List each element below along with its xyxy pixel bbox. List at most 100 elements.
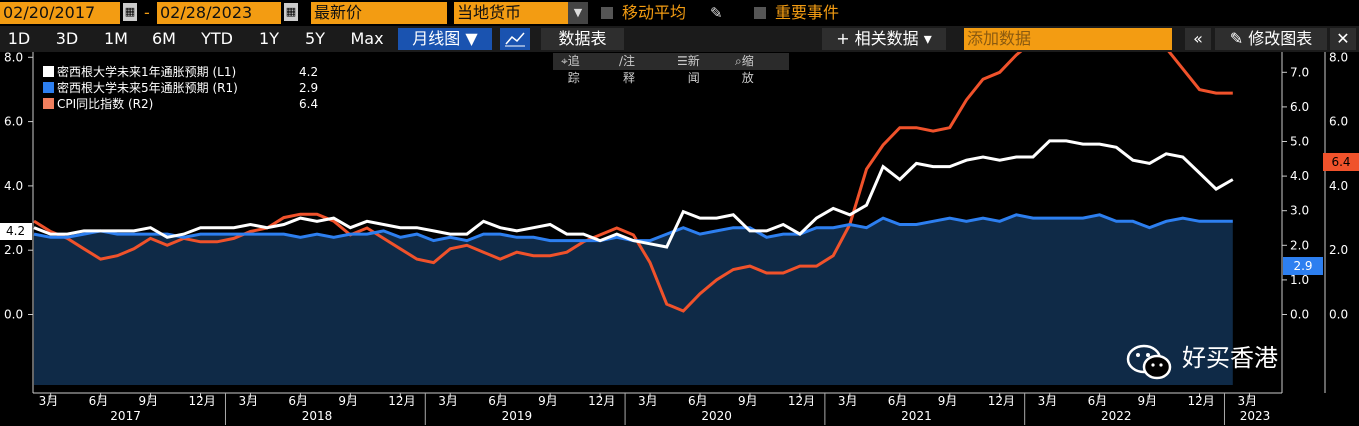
legend-swatch <box>43 98 54 109</box>
x-year-label: 2017 <box>110 409 141 423</box>
events-checkbox[interactable] <box>754 7 766 19</box>
range-tab-3d[interactable]: 3D <box>55 29 79 48</box>
data-table-button[interactable]: 数据表 <box>541 28 624 50</box>
moving-average-label: 移动平均 <box>622 3 687 22</box>
x-tick-label: 9月 <box>538 394 558 408</box>
y-tick-label-r2: 3.0 <box>1290 204 1309 218</box>
y-tick-label-r2: 7.0 <box>1290 65 1309 79</box>
y-tick-label-left: 2.0 <box>4 243 23 257</box>
range-tab-1m[interactable]: 1M <box>104 29 128 48</box>
y-tick-label-r2: 5.0 <box>1290 135 1309 149</box>
range-tab-6m[interactable]: 6M <box>152 29 176 48</box>
y-tick-label-r1: 8.0 <box>1329 52 1348 64</box>
y-tick-label-left: 0.0 <box>4 308 23 322</box>
x-tick-label: 12月 <box>1188 394 1215 408</box>
zoom-label: 缩放 <box>741 54 754 85</box>
last-value-tag-left: 4.2 <box>0 223 32 240</box>
x-tick-label: 6月 <box>688 394 708 408</box>
chart-style-dropdown[interactable]: 月线图 ▼ <box>398 28 492 50</box>
x-tick-label: 9月 <box>1138 394 1158 408</box>
x-year-label: 2018 <box>302 409 333 423</box>
range-tab-1d[interactable]: 1D <box>7 29 31 48</box>
legend-label: CPI同比指数 (R2) <box>57 97 154 111</box>
pencil-icon[interactable]: ✎ <box>710 4 723 22</box>
legend-item-cpi[interactable]: CPI同比指数 (R2) <box>43 96 153 112</box>
chevron-down-icon[interactable]: ▼ <box>568 2 588 24</box>
legend-label: 密西根大学未来5年通胀预期 (R1) <box>57 81 238 95</box>
x-tick-label: 6月 <box>288 394 308 408</box>
annotate-tool[interactable]: ∕ 注释 <box>619 54 636 85</box>
legend-value: 6.4 <box>299 97 319 111</box>
moving-average-checkbox[interactable] <box>601 7 613 19</box>
last-value-tag-5yr: 2.9 <box>1283 257 1323 275</box>
date-separator: - <box>144 3 150 22</box>
chart-canvas: 0.0 2.0 4.0 6.0 8.0 0.0 2.0 4.0 6.0 8.0 0.0 1.0 2.0 3… <box>4 52 1348 425</box>
x-tick-label: 12月 <box>988 394 1015 408</box>
edit-chart-label: 修改图表 <box>1248 29 1313 48</box>
price-field-select[interactable]: 最新价 <box>311 2 447 24</box>
line-chart-icon[interactable] <box>500 28 530 50</box>
chart-tools-bar: ⌖ 追踪 ∕ 注释 ☰ 新闻 ⌕ 缩放 <box>553 53 789 85</box>
x-tick-label: 6月 <box>488 394 508 408</box>
x-tick-label: 9月 <box>139 394 159 408</box>
annotate-label: 注释 <box>623 54 636 85</box>
toolbar-top: 02/20/2017 ▦ - 02/28/2023 ▦ 最新价 当地货币 ▼ 移… <box>0 0 1359 26</box>
add-data-input[interactable]: 添加数据 <box>964 28 1172 50</box>
range-tab-1y[interactable]: 1Y <box>259 29 279 48</box>
news-label: 新闻 <box>687 54 700 85</box>
y-tick-label-left: 8.0 <box>4 52 23 64</box>
range-tab-5y[interactable]: 5Y <box>305 29 325 48</box>
x-year-label: 2023 <box>1240 409 1271 423</box>
x-tick-label: 3月 <box>39 394 59 408</box>
y-tick-label-r2: 0.0 <box>1290 308 1309 322</box>
x-tick-label: 12月 <box>388 394 415 408</box>
legend-item-1yr[interactable]: 密西根大学未来1年通胀预期 (L1) <box>43 64 236 80</box>
start-date-input[interactable]: 02/20/2017 <box>0 2 120 24</box>
line-chart-glyph <box>505 32 525 47</box>
x-tick-label: 12月 <box>588 394 615 408</box>
y-tick-label-r2: 4.0 <box>1290 169 1309 183</box>
y-tick-label-r1: 6.0 <box>1329 115 1348 129</box>
events-label: 重要事件 <box>775 3 840 22</box>
y-tick-label-r1: 4.0 <box>1329 179 1348 193</box>
collapse-icon[interactable]: « <box>1185 28 1211 50</box>
pencil-icon: ✎ <box>1229 29 1249 48</box>
x-tick-label: 3月 <box>438 394 458 408</box>
legend-label: 密西根大学未来1年通胀预期 (L1) <box>57 65 237 79</box>
x-year-label: 2020 <box>701 409 732 423</box>
x-year-label: 2021 <box>901 409 932 423</box>
range-tab-max[interactable]: Max <box>350 29 384 48</box>
x-tick-label: 3月 <box>1038 394 1058 408</box>
x-tick-label: 6月 <box>89 394 109 408</box>
y-tick-label-left: 4.0 <box>4 179 23 193</box>
wechat-icon <box>1126 344 1172 380</box>
x-tick-label: 12月 <box>788 394 815 408</box>
last-value-tag-cpi: 6.4 <box>1323 153 1359 171</box>
calendar-icon[interactable]: ▦ <box>123 3 137 21</box>
y-tick-label-r1: 0.0 <box>1329 308 1348 322</box>
close-icon[interactable]: ✕ <box>1330 28 1356 50</box>
trace-tool[interactable]: ⌖ 追踪 <box>561 54 580 85</box>
end-date-input[interactable]: 02/28/2023 <box>157 2 281 24</box>
x-tick-label: 12月 <box>189 394 216 408</box>
y-tick-label-left: 6.0 <box>4 115 23 129</box>
legend-value: 4.2 <box>299 65 319 79</box>
related-data-button[interactable]: + 相关数据 ▾ <box>822 28 946 50</box>
x-tick-label: 9月 <box>338 394 358 408</box>
trace-label: 追踪 <box>567 54 580 85</box>
y-tick-label-r2: 6.0 <box>1290 100 1309 114</box>
series-line-cpi <box>33 52 1233 313</box>
range-tab-ytd[interactable]: YTD <box>201 29 233 48</box>
x-tick-label: 3月 <box>838 394 858 408</box>
x-tick-label: 3月 <box>238 394 258 408</box>
calendar-icon[interactable]: ▦ <box>284 3 298 21</box>
currency-select[interactable]: 当地货币 <box>454 2 568 24</box>
x-tick-label: 9月 <box>938 394 958 408</box>
legend-item-5yr[interactable]: 密西根大学未来5年通胀预期 (R1) <box>43 80 238 96</box>
y-tick-label-r1: 2.0 <box>1329 243 1348 257</box>
news-tool[interactable]: ☰ 新闻 <box>677 54 700 85</box>
y-tick-label-r2: 2.0 <box>1290 238 1309 252</box>
edit-chart-button[interactable]: ✎ 修改图表 <box>1215 28 1327 50</box>
legend-swatch <box>43 66 54 77</box>
zoom-tool[interactable]: ⌕ 缩放 <box>735 54 754 85</box>
